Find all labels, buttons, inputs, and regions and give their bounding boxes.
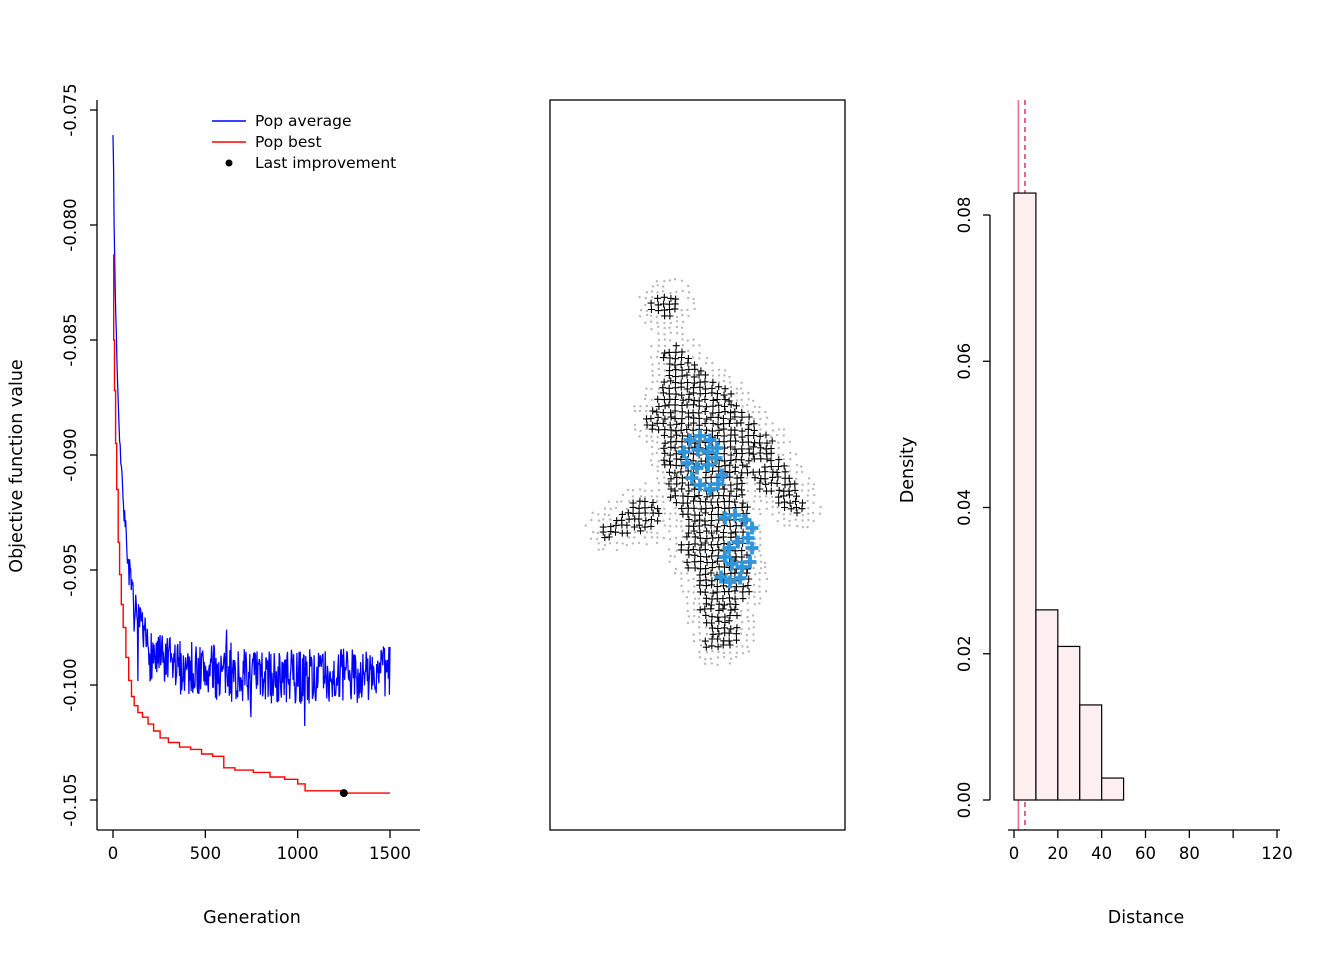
- svg-text:-0.095: -0.095: [61, 543, 80, 596]
- svg-text:0.02: 0.02: [955, 635, 974, 672]
- occurrence-map-plot: [549, 99, 846, 831]
- svg-text:0: 0: [108, 844, 119, 863]
- convergence-plot: -0.075 -0.080 -0.085 -0.090 -0.095 -0.100 -0.1…: [7, 83, 420, 928]
- distance-axis-label: Distance: [1108, 908, 1185, 928]
- svg-text:-0.075: -0.075: [61, 83, 80, 136]
- histogram-layer: 0.00 0.02 0.04 0.06 0.08 0 20 40 60 80 120: [955, 100, 1293, 863]
- convergence-series-layer: -0.075 -0.080 -0.085 -0.090 -0.095 -0.100 -0.1…: [61, 83, 420, 863]
- legend-last-improvement-label: Last improvement: [255, 154, 396, 172]
- svg-text:-0.080: -0.080: [61, 198, 80, 251]
- pop-average-series: [112, 135, 391, 727]
- legend-pop-best-label: Pop best: [255, 133, 322, 151]
- svg-text:-0.100: -0.100: [61, 658, 80, 711]
- svg-text:-0.085: -0.085: [61, 313, 80, 366]
- svg-text:0.04: 0.04: [955, 489, 974, 526]
- svg-text:1000: 1000: [277, 844, 319, 863]
- legend-pop-average-label: Pop average: [255, 112, 352, 130]
- svg-text:40: 40: [1091, 844, 1112, 863]
- distance-histogram-plot: 0.00 0.02 0.04 0.06 0.08 0 20 40 60 80 120 Distanc…: [898, 100, 1293, 928]
- density-axis-label: Density: [898, 437, 918, 504]
- legend: Pop average Pop best Last improvement: [212, 112, 396, 172]
- pop-best-series: [113, 254, 390, 794]
- occurrence-map-points-layer: [584, 278, 822, 667]
- legend-last-improvement-point-sample: [225, 159, 233, 167]
- svg-text:20: 20: [1047, 844, 1068, 863]
- occurrence-points: [677, 429, 759, 589]
- svg-text:0.06: 0.06: [955, 343, 974, 380]
- svg-text:-0.090: -0.090: [61, 428, 80, 481]
- halo-points: [584, 278, 822, 667]
- core-points: [599, 293, 806, 651]
- svg-text:0.00: 0.00: [955, 782, 974, 819]
- svg-text:-0.105: -0.105: [61, 773, 80, 826]
- map-border: [549, 99, 846, 831]
- objective-axis-label: Objective function value: [7, 359, 27, 572]
- histogram-bars: [1013, 192, 1125, 801]
- svg-text:1500: 1500: [369, 844, 411, 863]
- svg-text:120: 120: [1261, 844, 1293, 863]
- svg-text:500: 500: [190, 844, 222, 863]
- svg-text:0: 0: [1009, 844, 1020, 863]
- generation-axis-label: Generation: [203, 908, 301, 928]
- svg-text:0.08: 0.08: [955, 197, 974, 234]
- svg-text:60: 60: [1135, 844, 1156, 863]
- last-improvement-point: [339, 789, 348, 798]
- svg-text:80: 80: [1179, 844, 1200, 863]
